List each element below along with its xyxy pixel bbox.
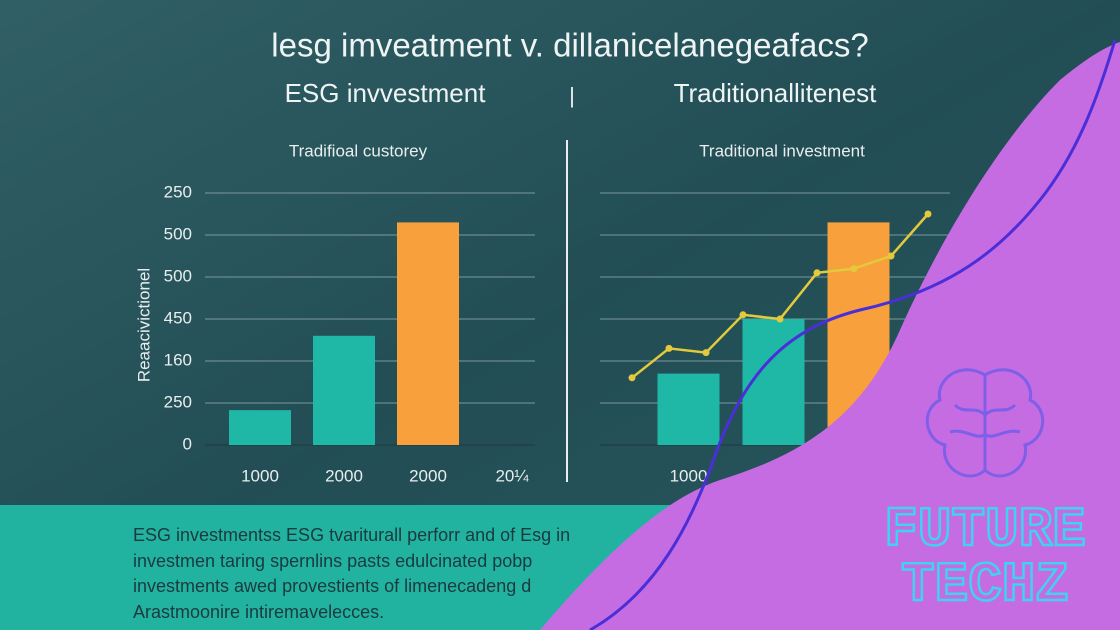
x-tick-label: 1000	[670, 466, 708, 485]
y-tick-label: 160	[164, 350, 192, 369]
blue-curve	[589, 39, 1117, 632]
trend-point	[739, 311, 747, 319]
x-tick-label: 1000	[241, 466, 279, 485]
footer-text: ESG investmentss ESG tvariturall perforr…	[133, 525, 570, 622]
trend-point	[887, 252, 895, 260]
title: lesg imveatment v. dillanicelanegeafacs?	[271, 27, 868, 64]
x-tick-label: 20¼	[495, 466, 529, 485]
bar	[313, 335, 375, 445]
trend-point	[813, 269, 821, 277]
trend-point	[850, 265, 858, 273]
purple-blob	[540, 42, 1120, 630]
footer-line: Arastmoonire intiremavelecces.	[133, 602, 384, 622]
x-tick-label: 2000	[325, 466, 363, 485]
y-tick-label: 500	[164, 224, 192, 243]
chart-title: Tradifioal custorey	[289, 141, 428, 160]
brain-icon	[925, 368, 1045, 478]
trend-point	[924, 210, 932, 218]
y-tick-label: 450	[164, 308, 192, 327]
trend-point	[628, 374, 636, 382]
trend-point	[776, 315, 784, 323]
charts: Tradifioal custorey Reaacivictionel 0 250 16…	[134, 141, 950, 485]
footer-line: investments awed provestients of limenec…	[133, 576, 531, 596]
chart-title: Traditional investment	[699, 141, 865, 160]
right-heading: Traditionallitenest	[674, 78, 878, 108]
left-heading: ESG invvestment	[285, 78, 487, 108]
trend-point	[702, 349, 710, 357]
y-tick-label: 500	[164, 266, 192, 285]
footer-line: ESG investmentss ESG tvariturall perforr…	[133, 525, 570, 545]
y-tick-label: 250	[164, 182, 192, 201]
logo-line: FUTURE	[884, 498, 1086, 562]
footer-line: investmen taring spernlins pasts edulcin…	[133, 551, 532, 571]
heading-divider: |	[569, 83, 575, 108]
y-tick-label: 0	[183, 434, 192, 453]
bar	[397, 222, 459, 445]
x-tick-label: 2000	[409, 466, 447, 485]
bar	[657, 373, 720, 445]
y-axis-label: Reaacivictionel	[134, 268, 153, 382]
y-tick-label: 250	[164, 392, 192, 411]
trend-point	[665, 344, 673, 352]
bar	[229, 410, 291, 445]
logo-line: TECHZ	[901, 553, 1069, 617]
